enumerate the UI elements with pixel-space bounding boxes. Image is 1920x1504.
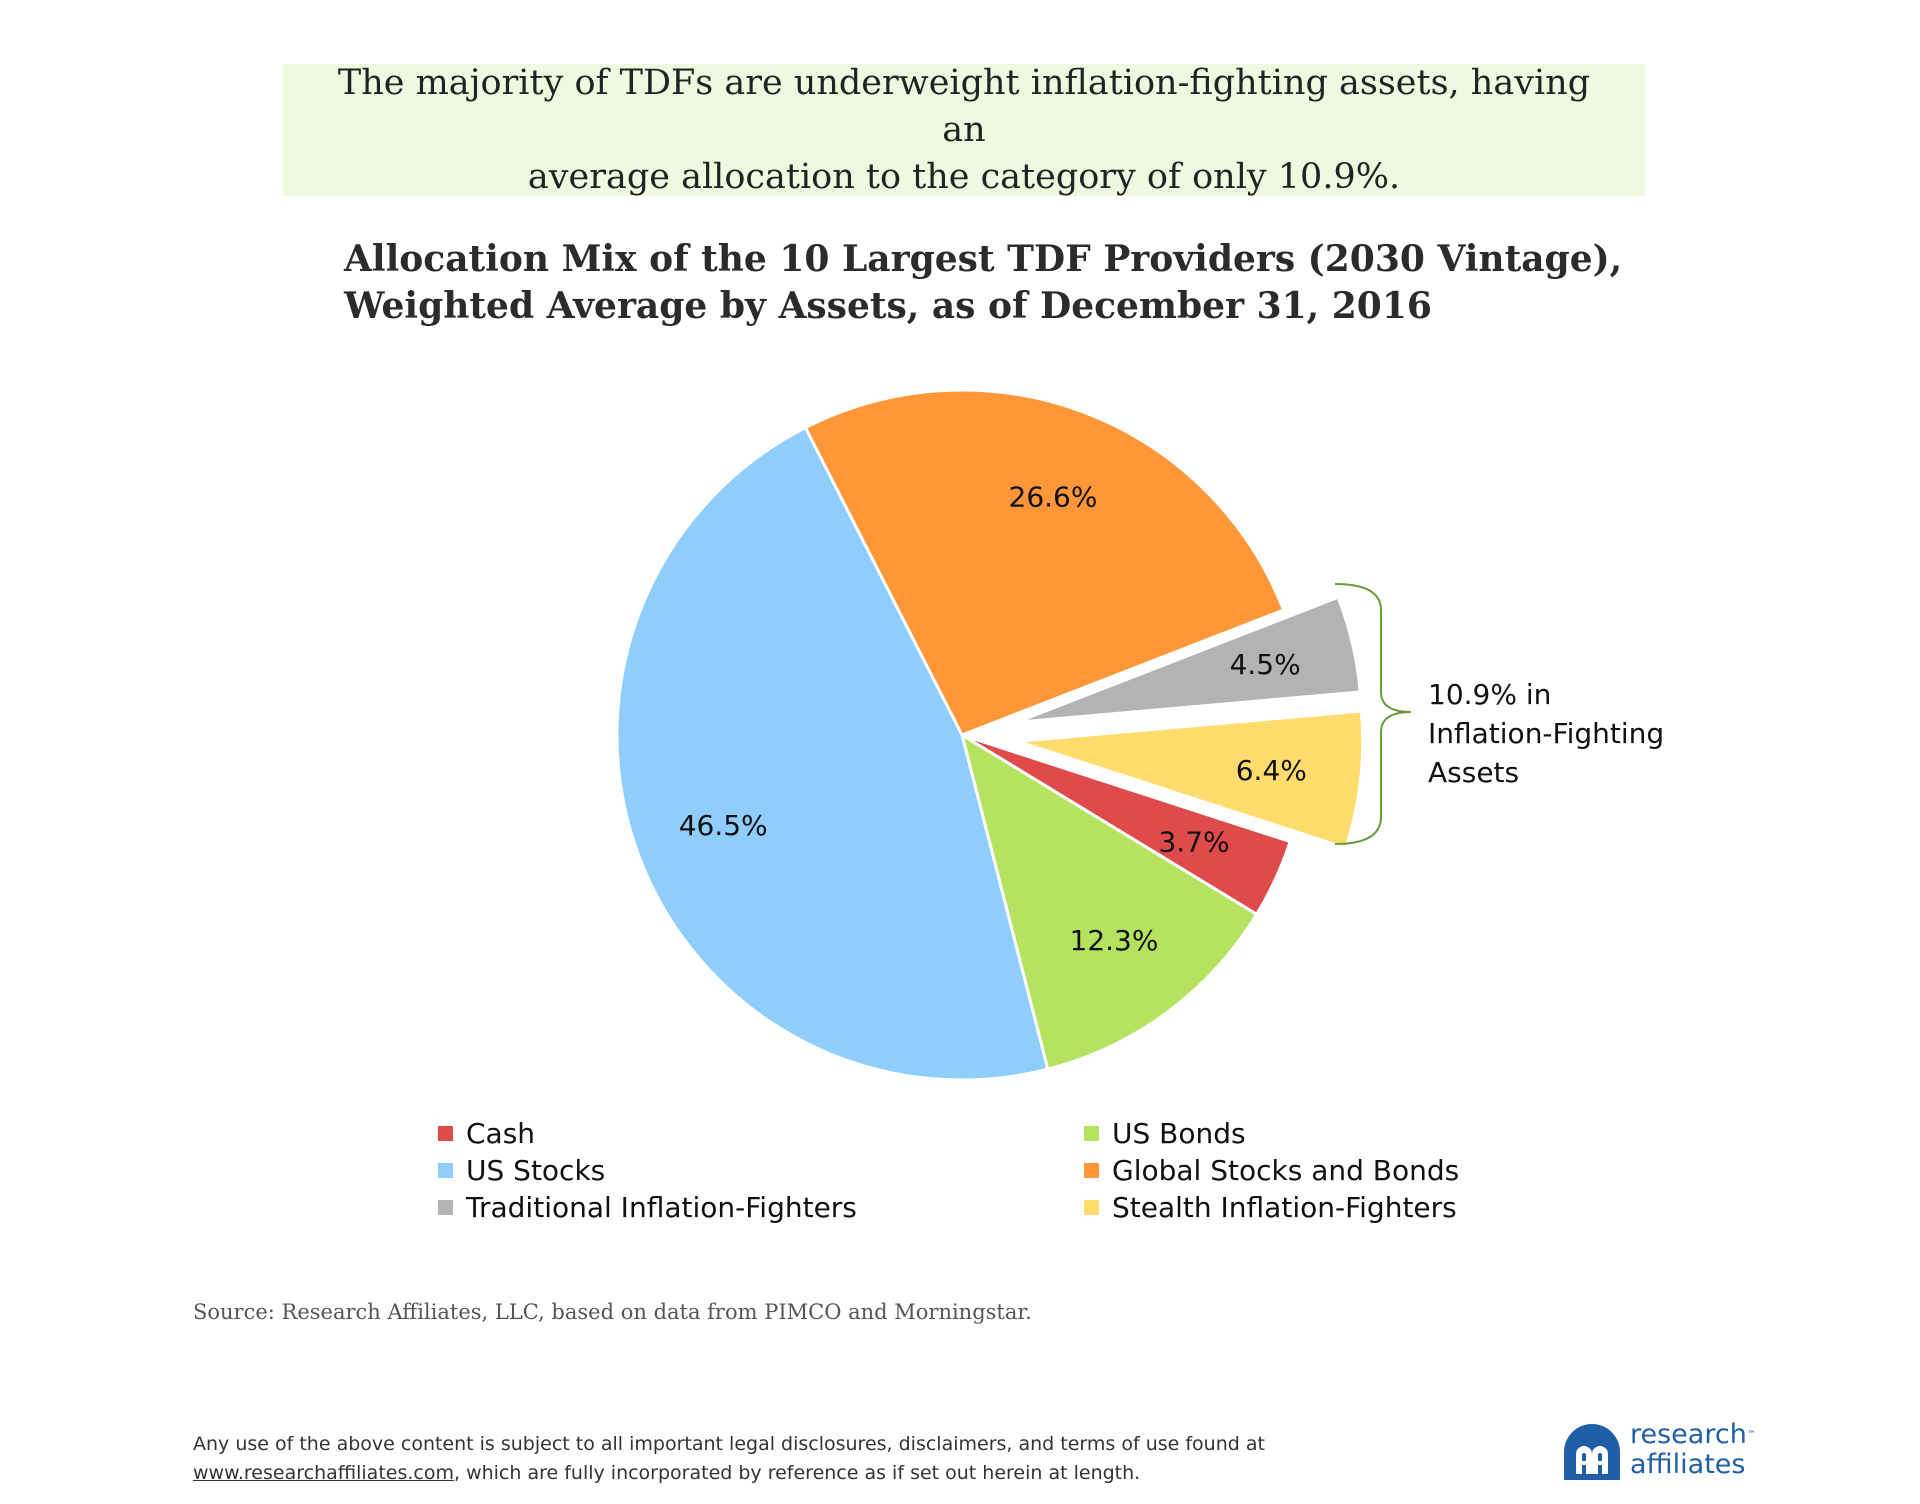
legend-label-stealth-inflation-fighters: Stealth Inflation-Fighters [1112, 1191, 1457, 1224]
legend-item-traditional-inflation-fighters: Traditional Inflation-Fighters [438, 1191, 857, 1224]
legend-item-us-stocks: US Stocks [438, 1154, 605, 1187]
legend-label-us-bonds: US Bonds [1112, 1117, 1246, 1150]
data-label-stealth-inflation-fighters: 6.4% [1236, 754, 1307, 787]
disclaimer-line-2: , which are fully incorporated by refere… [453, 1462, 1141, 1484]
logo-mark-icon [1564, 1424, 1620, 1480]
research-affiliates-logo: research™ affiliates [1564, 1420, 1794, 1484]
pie-data-labels: 26.6% 4.5% 6.4% 3.7% 12.3% 46.5% [679, 480, 1307, 957]
legend-swatch-us-bonds [1084, 1126, 1099, 1141]
annotation-line-1: 10.9% in [1428, 678, 1551, 711]
legend-item-us-bonds: US Bonds [1084, 1117, 1246, 1150]
legend-swatch-traditional-inflation-fighters [438, 1200, 453, 1215]
pie-slice-stealth-inflation-fighters [1017, 709, 1365, 850]
data-label-us-stocks: 46.5% [679, 809, 768, 842]
disclaimer-line-1: Any use of the above content is subject … [193, 1433, 1265, 1455]
legend-label-cash: Cash [466, 1117, 536, 1150]
website-link[interactable]: www.researchaffiliates.com [193, 1462, 454, 1484]
legend-swatch-global-stocks-bonds [1084, 1163, 1099, 1178]
headline-banner: The majority of TDFs are underweight inf… [283, 63, 1645, 197]
data-label-global-stocks-and-bonds: 26.6% [1009, 480, 1098, 513]
pie-slice-us-stocks [615, 425, 1050, 1082]
legend-swatch-cash [438, 1126, 453, 1141]
inflation-annotation: 10.9% in Inflation-Fighting Assets [1334, 583, 1664, 845]
logo-trademark: ™ [1746, 1430, 1756, 1440]
chart-title: Allocation Mix of the 10 Largest TDF Pro… [344, 236, 1644, 330]
logo-text-affiliates: affiliates [1630, 1449, 1746, 1480]
logo-wordmark: research™ affiliates [1630, 1420, 1756, 1480]
legend-label-global-stocks-bonds: Global Stocks and Bonds [1112, 1154, 1460, 1187]
chart-title-line-2: Weighted Average by Assets, as of Decemb… [344, 285, 1432, 327]
data-label-us-bonds: 12.3% [1070, 924, 1159, 957]
pie-slices [615, 388, 1365, 1082]
source-note: Source: Research Affiliates, LLC, based … [193, 1300, 1032, 1324]
legal-disclaimer: Any use of the above content is subject … [193, 1430, 1393, 1488]
legend-item-stealth-inflation-fighters: Stealth Inflation-Fighters [1084, 1191, 1457, 1224]
pie-slice-global-stocks-and-bonds [803, 388, 1286, 737]
headline-line-1: The majority of TDFs are underweight inf… [337, 62, 1591, 150]
chart-title-line-1: Allocation Mix of the 10 Largest TDF Pro… [344, 238, 1623, 280]
data-label-cash: 3.7% [1158, 826, 1229, 859]
legend-label-traditional-inflation-fighters: Traditional Inflation-Fighters [466, 1191, 857, 1224]
pie-slice-traditional-inflation-fighters [1015, 595, 1362, 724]
annotation-line-2: Inflation-Fighting [1428, 717, 1664, 750]
legend-item-global-stocks-bonds: Global Stocks and Bonds [1084, 1154, 1459, 1187]
annotation-line-3: Assets [1428, 756, 1519, 789]
headline-text: The majority of TDFs are underweight inf… [323, 60, 1605, 201]
legend-label-us-stocks: US Stocks [466, 1154, 606, 1187]
pie-slice-us-bonds [959, 731, 1259, 1071]
headline-line-2: average allocation to the category of on… [527, 156, 1401, 197]
legend-item-cash: Cash [438, 1117, 535, 1150]
legend-swatch-us-stocks [438, 1163, 453, 1178]
data-label-traditional-inflation-fighters: 4.5% [1230, 648, 1301, 681]
annotation-bracket [1334, 583, 1412, 845]
logo-text-research: research [1630, 1419, 1747, 1450]
legend-swatch-stealth-inflation-fighters [1084, 1200, 1099, 1215]
